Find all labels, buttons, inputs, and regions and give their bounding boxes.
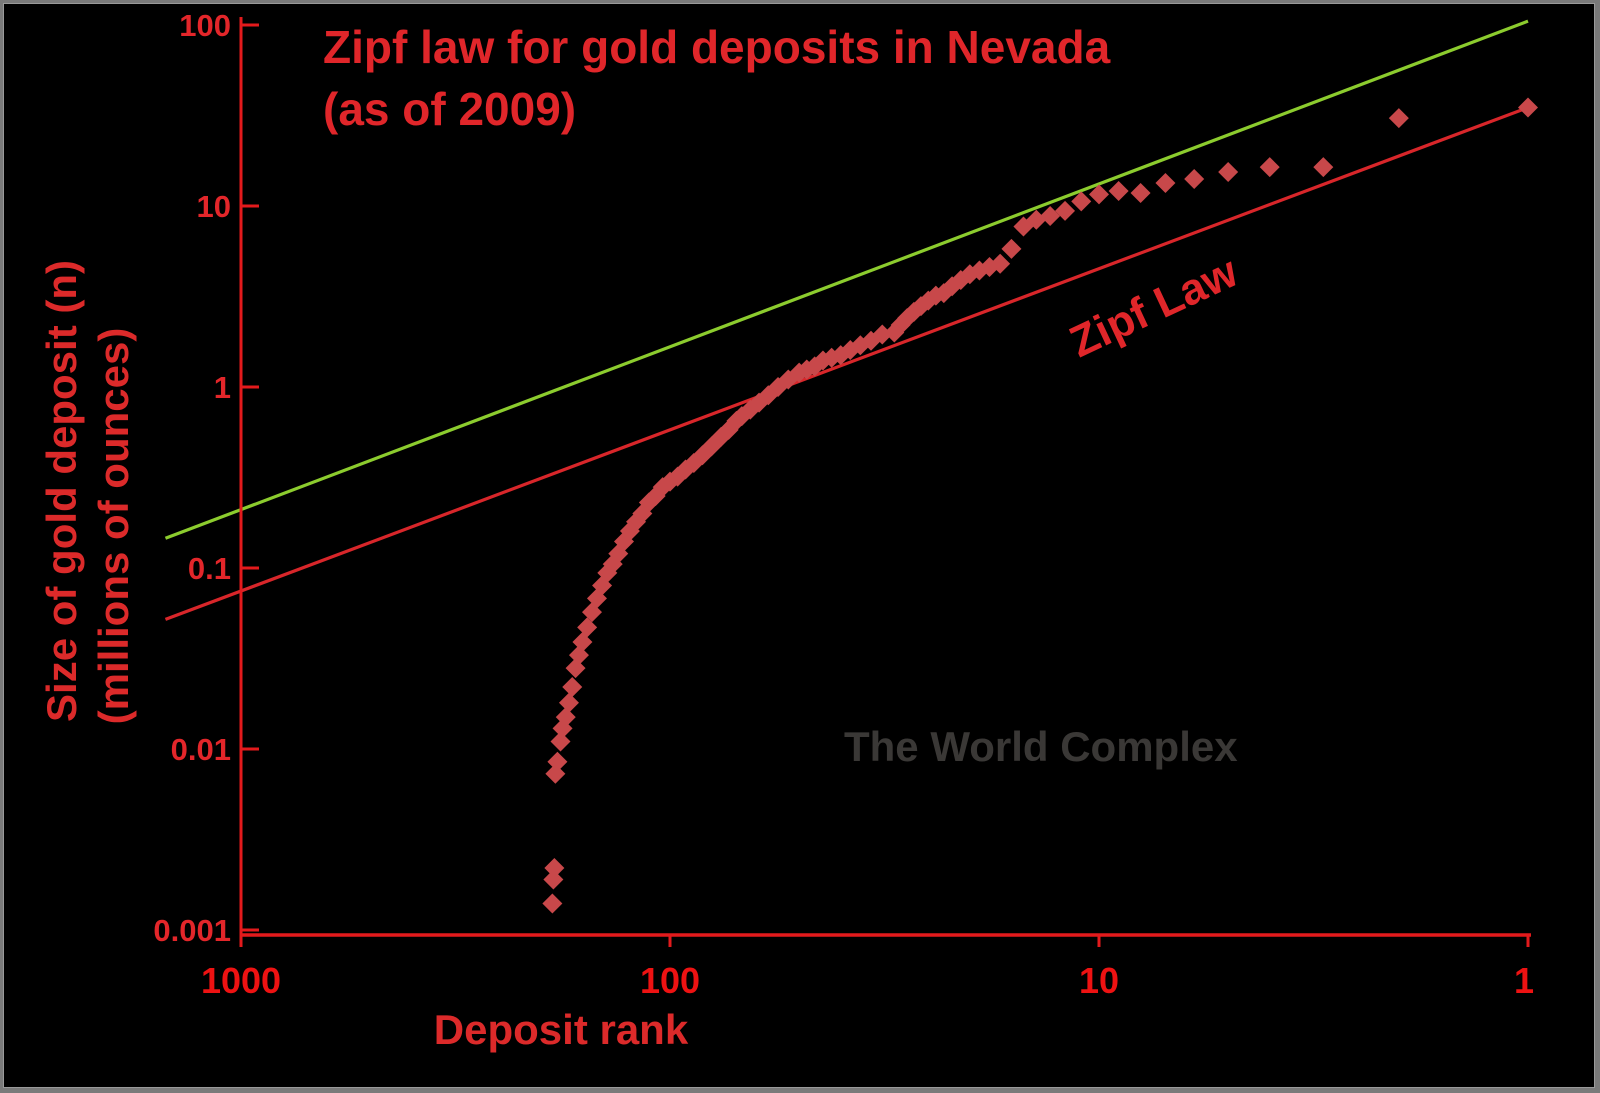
data-point — [1040, 206, 1061, 227]
y-axis-label-line1: Size of gold deposit (n) — [38, 260, 85, 722]
data-point — [1055, 200, 1076, 221]
data-point — [1108, 181, 1129, 202]
data-point — [1388, 108, 1409, 129]
data-point — [1184, 168, 1205, 189]
y-ticks: 100 10 1 0.1 0.01 0.001 — [153, 8, 259, 948]
chart-subtitle: (as of 2009) — [323, 83, 576, 135]
data-point — [1130, 182, 1151, 203]
x-ticks: 1000 100 10 1 — [201, 935, 1534, 1001]
data-point — [1071, 191, 1092, 212]
data-point — [552, 718, 573, 739]
data-point — [542, 893, 563, 914]
data-point — [1218, 162, 1239, 183]
data-point — [562, 677, 583, 698]
upper-fit-line — [164, 19, 1529, 540]
y-tick-label: 10 — [197, 189, 231, 224]
y-tick-label: 0.01 — [171, 732, 231, 767]
x-axis-label: Deposit rank — [434, 1006, 689, 1053]
data-point — [550, 731, 571, 752]
y-axis-label-line2: (millions of ounces) — [90, 328, 137, 725]
watermark: The World Complex — [844, 723, 1238, 770]
data-point — [581, 602, 602, 623]
axes — [239, 17, 1531, 940]
data-point — [1313, 157, 1334, 178]
y-tick-label: 0.1 — [188, 551, 231, 586]
fit-lines — [164, 19, 1529, 621]
zipf-law-label: Zipf Law — [1063, 247, 1246, 367]
data-point — [1259, 157, 1280, 178]
data-point — [1001, 238, 1022, 259]
data-point — [544, 858, 565, 879]
zipf-law-line — [164, 106, 1529, 621]
chart-frame: 100 10 1 0.1 0.01 0.001 1000 100 10 1 Zipf law f… — [3, 3, 1595, 1088]
data-point — [884, 322, 905, 343]
data-point — [558, 692, 579, 713]
data-point — [1013, 216, 1034, 237]
data-point — [543, 869, 564, 890]
x-tick-label: 100 — [640, 960, 700, 1001]
data-point — [545, 763, 566, 784]
data-point — [1518, 97, 1538, 118]
data-point — [1155, 172, 1176, 193]
chart-title: Zipf law for gold deposits in Nevada — [323, 21, 1111, 73]
x-tick-label: 10 — [1079, 960, 1119, 1001]
x-tick-label: 1 — [1514, 960, 1534, 1001]
y-tick-label: 1 — [214, 370, 231, 405]
y-tick-label: 100 — [179, 8, 231, 43]
data-point — [565, 658, 586, 679]
y-tick-label: 0.001 — [153, 913, 231, 948]
data-point — [1089, 184, 1109, 205]
x-tick-label: 1000 — [201, 960, 281, 1001]
chart-svg: 100 10 1 0.1 0.01 0.001 1000 100 10 1 Zipf law f… — [38, 8, 1538, 1053]
data-points — [542, 97, 1538, 914]
